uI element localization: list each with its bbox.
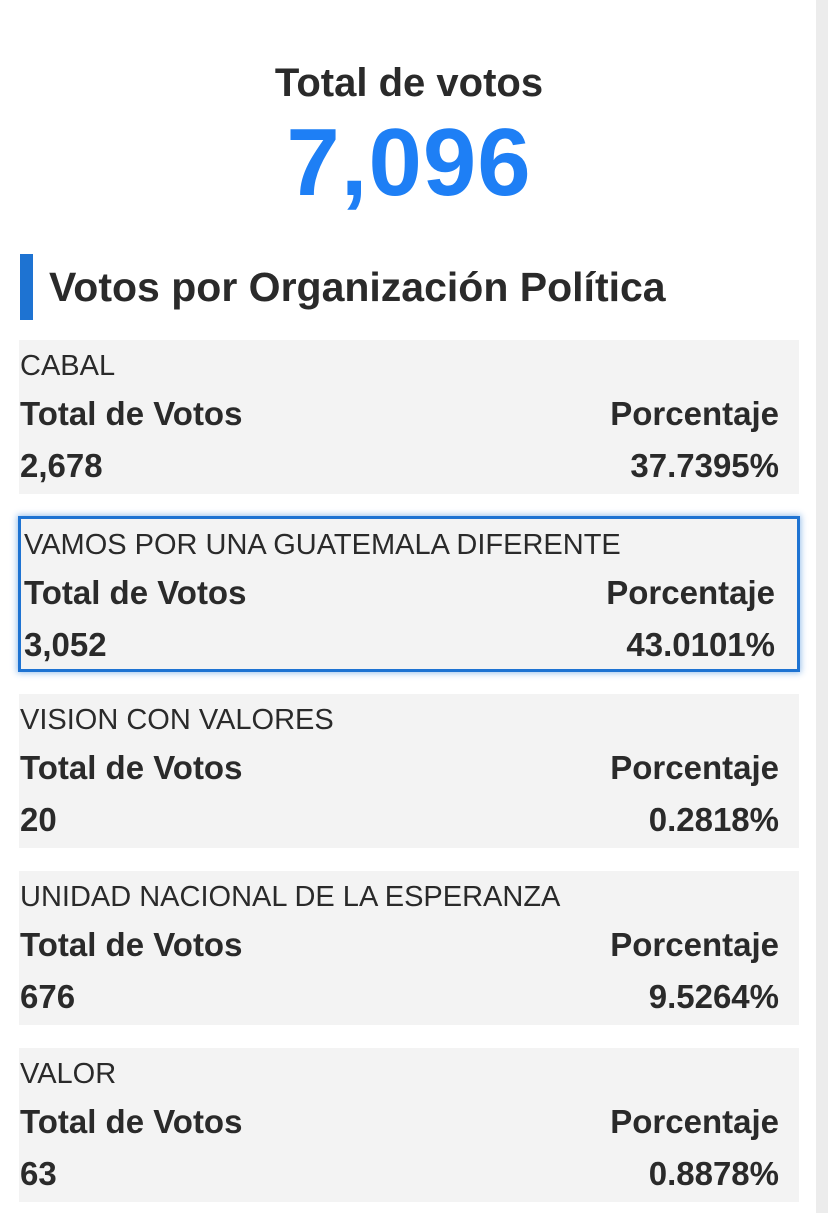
scrollbar-track[interactable] [816, 0, 828, 1213]
total-votes-label: Total de votos [274, 61, 544, 105]
party-results-list: CABAL Total de Votos Porcentaje 2,678 37… [18, 340, 800, 1225]
section-title: Votos por Organización Política [49, 263, 666, 310]
votes-label: Total de Votos [24, 574, 247, 611]
votes-label: Total de Votos [20, 749, 243, 786]
percent-value: 37.7395% [630, 447, 779, 484]
percent-label: Porcentaje [610, 1103, 779, 1140]
party-name: UNIDAD NACIONAL DE LA ESPERANZA [20, 881, 561, 913]
party-card-valor[interactable]: VALOR Total de Votos Porcentaje 63 0.887… [19, 1048, 799, 1202]
party-name: CABAL [20, 350, 116, 382]
party-card-vamos[interactable]: VAMOS POR UNA GUATEMALA DIFERENTE Total … [18, 516, 800, 672]
votes-value: 20 [20, 801, 57, 838]
votes-label: Total de Votos [20, 395, 243, 432]
percent-label: Porcentaje [610, 926, 779, 963]
votes-label: Total de Votos [20, 1103, 243, 1140]
section-heading: Votos por Organización Política [20, 254, 666, 320]
percent-value: 0.2818% [648, 801, 779, 838]
votes-label: Total de Votos [20, 926, 243, 963]
votes-value: 3,052 [24, 626, 107, 663]
votes-value: 676 [20, 978, 76, 1015]
party-name: VISION CON VALORES [20, 704, 334, 736]
votes-value: 63 [20, 1155, 57, 1192]
percent-value: 0.8878% [648, 1155, 779, 1192]
percent-value: 9.5264% [648, 978, 779, 1015]
party-card-une[interactable]: UNIDAD NACIONAL DE LA ESPERANZA Total de… [19, 871, 799, 1025]
party-name: VAMOS POR UNA GUATEMALA DIFERENTE [24, 529, 621, 561]
party-card-vision-con-valores[interactable]: VISION CON VALORES Total de Votos Porcen… [19, 694, 799, 848]
party-name: VALOR [20, 1058, 117, 1090]
percent-label: Porcentaje [610, 749, 779, 786]
total-votes-summary: Total de votos 7,096 [0, 58, 818, 216]
section-accent-bar [20, 254, 33, 320]
votes-value: 2,678 [20, 447, 103, 484]
percent-label: Porcentaje [606, 574, 775, 611]
percent-value: 43.0101% [626, 626, 775, 663]
total-votes-value: 7,096 [286, 109, 532, 216]
percent-label: Porcentaje [610, 395, 779, 432]
party-card-cabal[interactable]: CABAL Total de Votos Porcentaje 2,678 37… [19, 340, 799, 494]
